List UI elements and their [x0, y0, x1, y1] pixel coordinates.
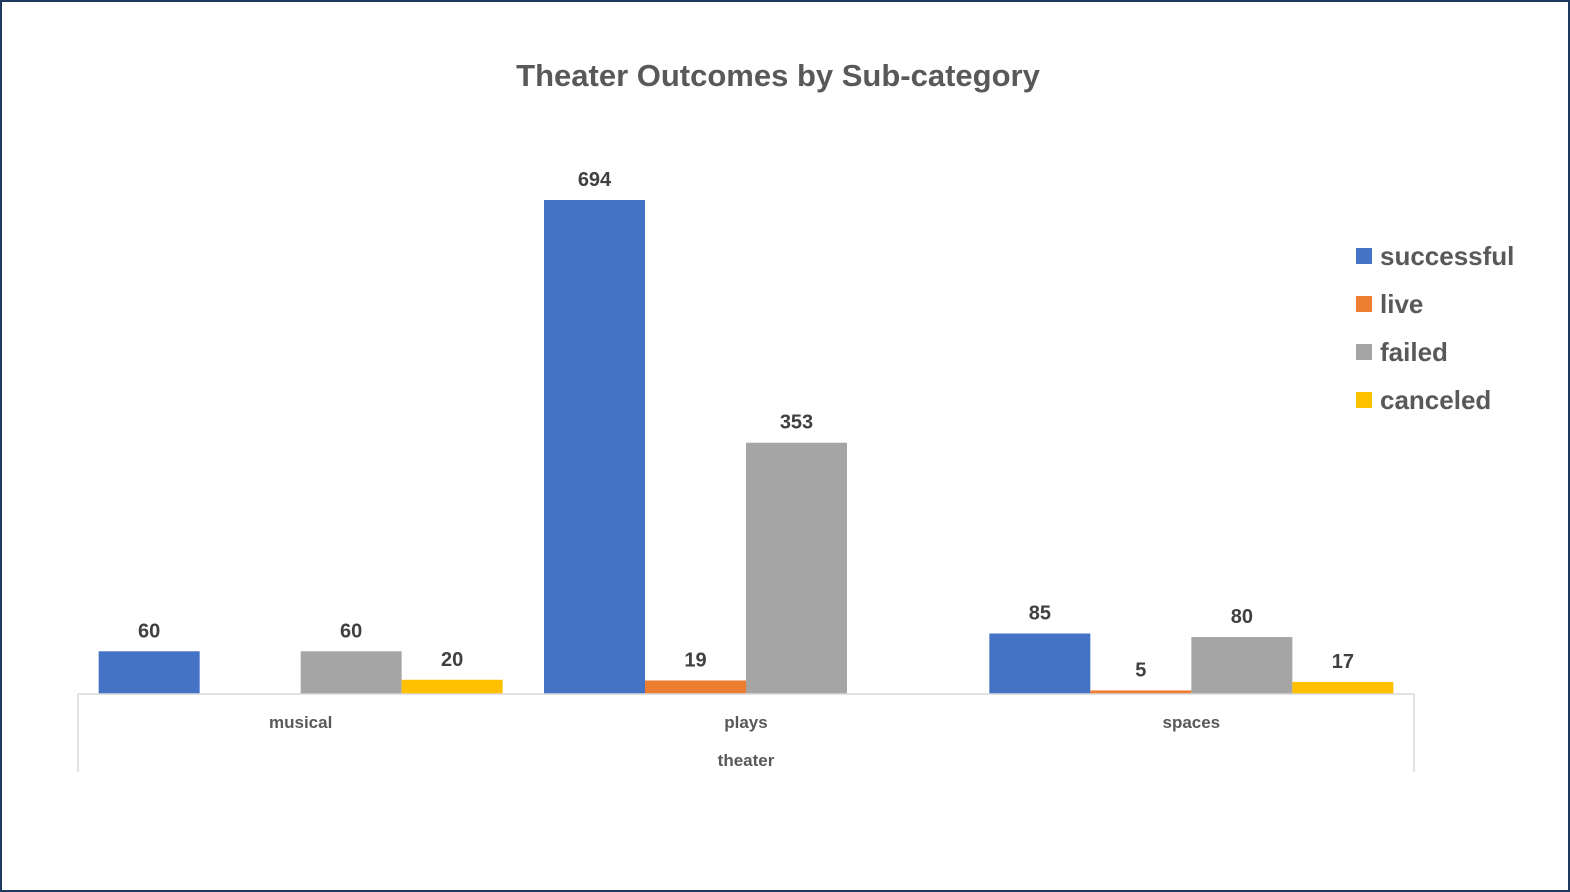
data-label-successful-plays: 694: [578, 169, 612, 191]
legend: successful live failed canceled: [1356, 241, 1514, 415]
group-label: theater: [718, 751, 775, 770]
bar-live-plays: [645, 680, 746, 694]
category-axis: musical plays spaces theater: [77, 693, 1415, 772]
bar-failed-spaces: [1191, 637, 1293, 694]
legend-swatch-failed: [1356, 344, 1372, 360]
legend-swatch-live: [1356, 296, 1372, 312]
category-label-musical: musical: [269, 713, 332, 732]
data-labels-layer: 60 60 20 694 19 353 85 5 80 17: [138, 169, 1354, 681]
data-label-canceled-spaces: 17: [1332, 651, 1354, 673]
legend-label-live: live: [1380, 289, 1423, 319]
data-label-successful-spaces: 85: [1029, 602, 1051, 624]
bar-live-spaces: [1090, 690, 1192, 694]
legend-swatch-successful: [1356, 248, 1372, 264]
data-label-failed-plays: 353: [780, 412, 813, 434]
bar-failed-plays: [746, 442, 847, 694]
bar-successful-spaces: [989, 633, 1091, 694]
data-label-live-spaces: 5: [1135, 659, 1146, 681]
chart-title: Theater Outcomes by Sub-category: [516, 58, 1040, 93]
category-label-plays: plays: [724, 713, 767, 732]
data-label-failed-musical: 60: [340, 620, 362, 642]
legend-swatch-canceled: [1356, 392, 1372, 408]
legend-label-successful: successful: [1380, 241, 1514, 271]
bars-layer: [98, 200, 1394, 694]
data-label-failed-spaces: 80: [1231, 606, 1253, 628]
legend-label-failed: failed: [1380, 337, 1448, 367]
category-label-spaces: spaces: [1162, 713, 1220, 732]
bar-failed-musical: [300, 651, 402, 694]
data-label-canceled-musical: 20: [441, 649, 463, 671]
bar-canceled-spaces: [1292, 681, 1394, 694]
bar-successful-plays: [544, 200, 645, 694]
bar-canceled-musical: [401, 679, 503, 694]
data-label-successful-musical: 60: [138, 620, 160, 642]
legend-label-canceled: canceled: [1380, 385, 1491, 415]
bar-successful-musical: [98, 651, 200, 694]
data-label-live-plays: 19: [684, 649, 706, 671]
